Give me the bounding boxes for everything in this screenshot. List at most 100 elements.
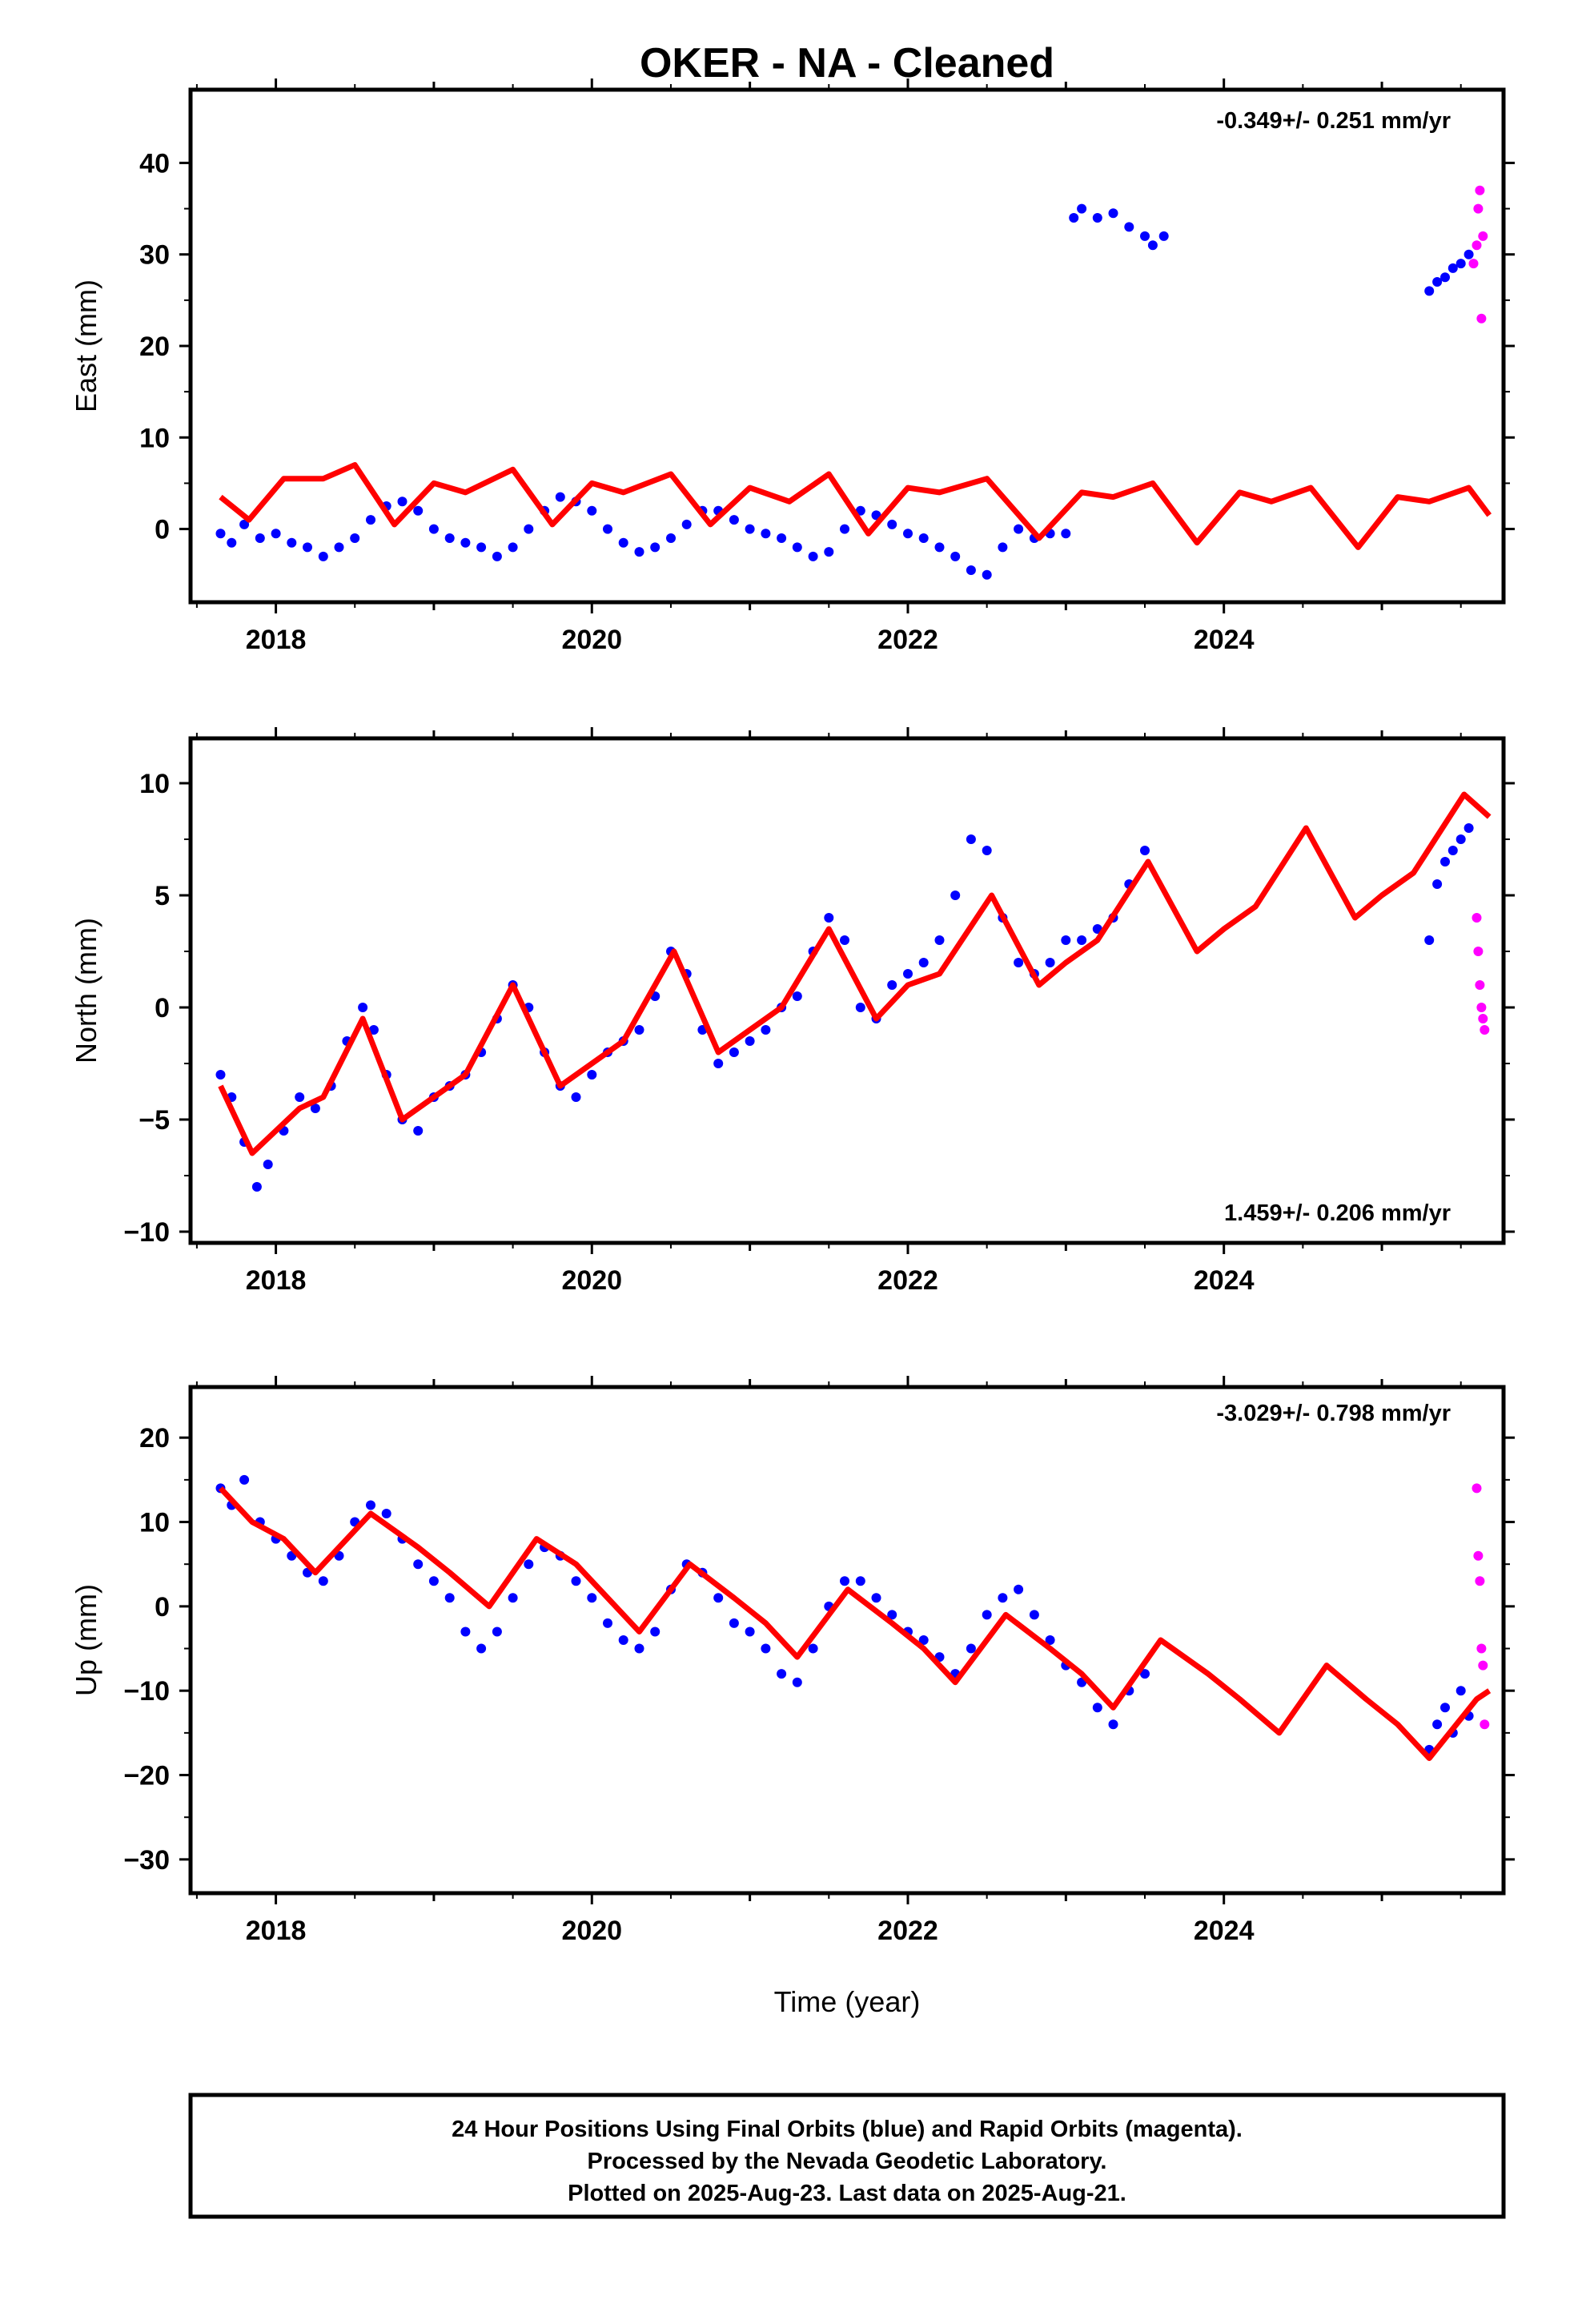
east-final-point [334, 542, 344, 553]
north-final-point [824, 913, 834, 923]
north-rapid-point [1476, 1003, 1487, 1012]
north-final-point [934, 935, 945, 945]
east-ytick-label: 10 [139, 423, 170, 453]
north-final-point [215, 1070, 226, 1080]
up-final-point [1456, 1686, 1466, 1696]
east-final-point [1061, 529, 1071, 539]
panels-group: 2018 2020 2022 2024 0 10 20 30 40 East (mm) -0.349… [70, 78, 1515, 1946]
up-final-point [887, 1610, 897, 1620]
north-final-point [413, 1126, 424, 1136]
east-ytick-label: 40 [139, 148, 170, 179]
north-rapid-point [1478, 1014, 1488, 1023]
up-final-point [618, 1635, 628, 1645]
north-y-axis-label: North (mm) [70, 918, 102, 1063]
up-final-point [1140, 1669, 1150, 1679]
up-rapid-point [1480, 1719, 1490, 1730]
north-final-point [571, 1092, 581, 1102]
east-final-point [1147, 240, 1158, 251]
up-ytick-label: 20 [139, 1423, 170, 1454]
up-final-point [1108, 1719, 1118, 1730]
up-final-point [1092, 1703, 1102, 1713]
east-final-point [460, 537, 471, 548]
north-rapid-point [1473, 947, 1484, 956]
east-xtick-label: 2022 [877, 625, 938, 655]
up-final-point [855, 1576, 865, 1586]
east-ytick-label: 0 [155, 515, 170, 545]
north-final-point [1440, 857, 1450, 866]
east-final-point [1447, 263, 1458, 273]
north-final-point [1014, 958, 1024, 967]
east-final-point [761, 529, 771, 539]
north-panel: 2018 2020 2022 2024 −10 −5 0 5 10 North (mm) 1.459… [70, 727, 1515, 1296]
east-final-point [397, 497, 408, 507]
east-final-point [227, 537, 237, 548]
east-rapid-point [1475, 185, 1485, 195]
east-final-point [603, 524, 612, 534]
up-rapid-point [1476, 1643, 1487, 1654]
east-final-point [318, 551, 328, 561]
east-final-point [950, 551, 961, 561]
up-final-point [1432, 1719, 1443, 1730]
north-final-point [713, 1059, 724, 1068]
east-xtick-label: 2024 [1194, 625, 1255, 655]
north-xtick-label: 2020 [561, 1265, 622, 1296]
east-final-point [887, 519, 897, 529]
east-final-point [303, 542, 312, 553]
east-final-point [840, 524, 849, 534]
east-final-point [966, 565, 976, 575]
up-final-point [982, 1610, 992, 1620]
up-final-point [918, 1635, 929, 1645]
chart-title: OKER - NA - Cleaned [640, 40, 1054, 86]
north-final-point [982, 846, 992, 855]
east-final-point [777, 533, 787, 543]
up-final-point [792, 1677, 802, 1687]
up-final-point [476, 1643, 487, 1654]
up-final-point [508, 1593, 518, 1603]
east-final-point [824, 547, 834, 557]
up-final-point [366, 1500, 375, 1510]
east-final-point [215, 529, 226, 539]
north-final-point [1077, 935, 1087, 945]
up-final-point [966, 1643, 976, 1654]
east-final-point [1124, 222, 1134, 232]
up-rapid-point [1475, 1576, 1485, 1586]
east-final-point [287, 537, 297, 548]
up-xtick-label: 2020 [561, 1916, 622, 1946]
east-final-point [745, 524, 755, 534]
east-final-point [555, 492, 565, 502]
footer-box [188, 2093, 1506, 2219]
north-final-point [1464, 823, 1474, 833]
east-final-point [808, 551, 818, 561]
up-final-point [603, 1618, 612, 1628]
up-final-point [587, 1593, 597, 1603]
north-rapid-point [1480, 1025, 1490, 1035]
east-final-point [476, 542, 487, 553]
east-final-point [428, 524, 439, 534]
up-ytick-label: −20 [123, 1761, 170, 1791]
up-final-point [729, 1618, 739, 1628]
east-rapid-point [1468, 259, 1479, 269]
north-rapid-point [1475, 980, 1485, 990]
north-final-point [745, 1036, 755, 1046]
north-final-point [729, 1047, 739, 1057]
up-final-point [777, 1669, 787, 1679]
north-final-point [587, 1070, 597, 1080]
north-final-point [966, 834, 976, 844]
north-xtick-label: 2018 [246, 1265, 307, 1296]
north-final-point [1045, 958, 1055, 967]
north-final-point [295, 1092, 305, 1102]
east-data [215, 185, 1492, 580]
north-final-point [368, 1025, 379, 1035]
north-model-curve [218, 791, 1492, 1156]
up-ytick-label: 10 [139, 1508, 170, 1538]
east-final-point [1432, 277, 1443, 287]
north-frame [188, 736, 1506, 1245]
north-final-point [1456, 834, 1466, 844]
north-data [215, 791, 1492, 1192]
east-final-point [366, 515, 375, 525]
east-final-point [1092, 213, 1102, 223]
up-xtick-label: 2018 [246, 1916, 307, 1946]
north-rate-label: 1.459+/- 0.206 mm/yr [1224, 1200, 1451, 1226]
north-ytick-label: −5 [139, 1105, 170, 1136]
